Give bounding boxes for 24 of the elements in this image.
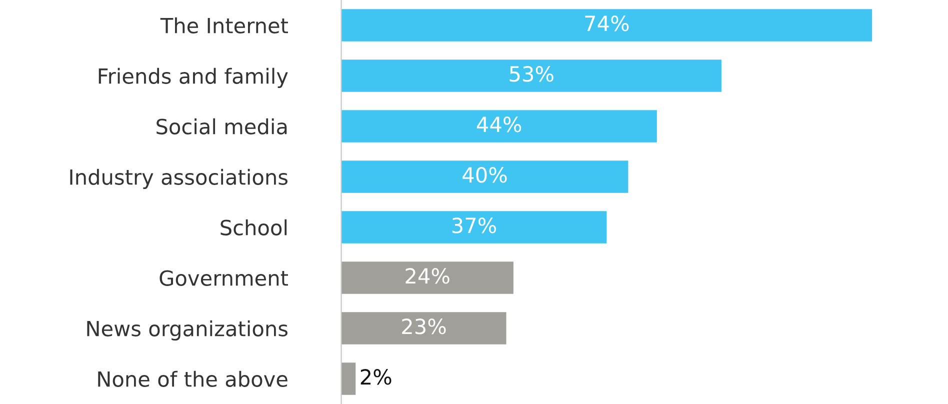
- bar: [341, 362, 356, 395]
- y-tick-label: Friends and family: [98, 68, 288, 88]
- y-tick-label: School: [220, 219, 287, 236]
- data-label: 37%: [452, 218, 496, 234]
- bar: [341, 9, 872, 42]
- data-label: 24%: [406, 268, 450, 284]
- y-tick-label: The Internet: [160, 17, 288, 34]
- data-label: 44%: [476, 116, 522, 132]
- bar: [341, 60, 722, 92]
- bar: [341, 262, 514, 294]
- y-tick-label: News organizations: [87, 320, 288, 340]
- y-tick-label: Social media: [156, 118, 287, 134]
- bar: [341, 160, 628, 193]
- data-label: 40%: [462, 167, 507, 183]
- data-label: 53%: [510, 66, 554, 82]
- data-label: 2%: [360, 369, 392, 385]
- bar: [341, 110, 657, 142]
- data-label: 23%: [402, 318, 446, 334]
- y-tick-label: Industry associations: [70, 168, 288, 189]
- bar: [341, 312, 506, 344]
- bar: [341, 211, 607, 244]
- y-tick-label: None of the above: [98, 370, 288, 387]
- data-label: 74%: [585, 16, 629, 32]
- y-tick-label: Government: [160, 270, 288, 286]
